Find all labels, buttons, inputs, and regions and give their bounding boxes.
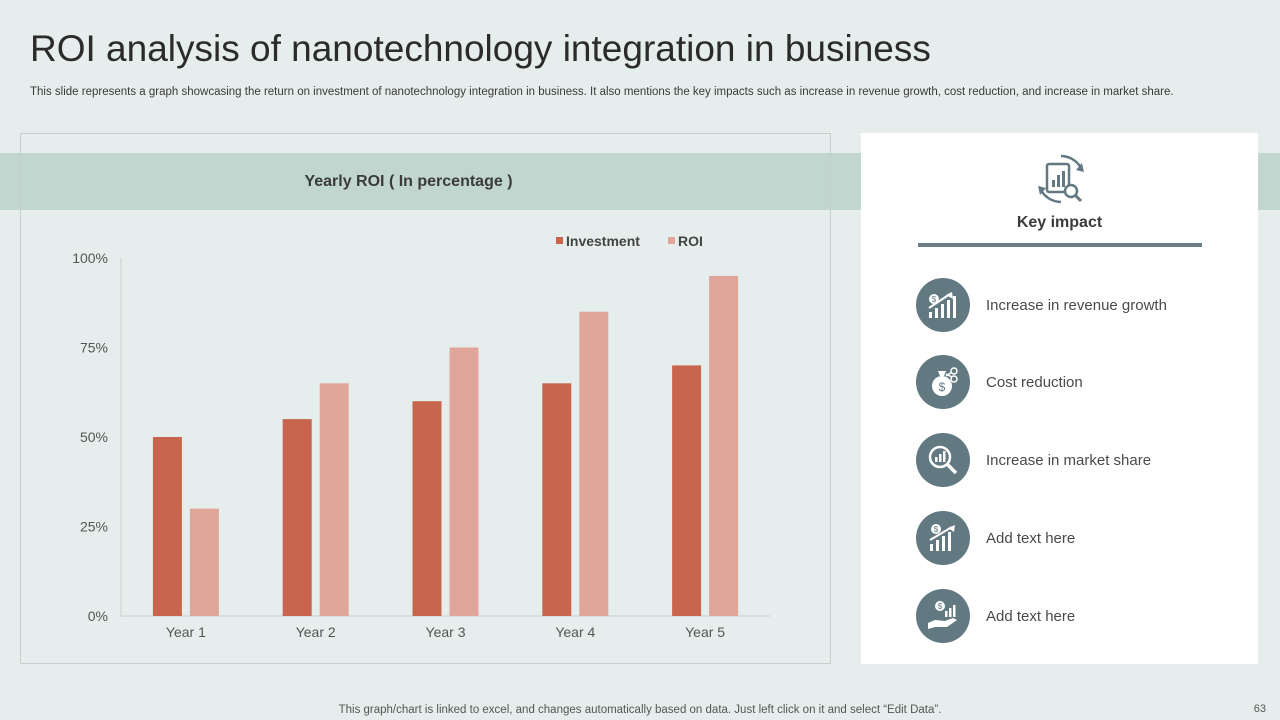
impact-item-market-share: Increase in market share [916,433,1246,487]
page-number: 63 [1253,703,1266,715]
bar-roi-year-1 [189,508,219,616]
chart-panel[interactable] [20,133,831,664]
x-tick-label: Year 4 [555,624,595,640]
svg-text:$: $ [939,380,946,394]
impact-label: Increase in revenue growth [986,296,1167,314]
impact-label: Increase in market share [986,451,1152,469]
revenue-growth-icon: $ [916,278,970,332]
bar-roi-year-5 [709,275,739,616]
y-tick-label: 75% [80,340,108,356]
impact-label: Add text here [986,607,1076,625]
svg-text:$: $ [934,525,939,534]
legend-swatch-roi [668,237,675,244]
x-tick-label: Year 2 [296,624,336,640]
page-title: ROI analysis of nanotechnology integrati… [30,28,931,69]
chart-title: Yearly ROI ( In percentage ) [304,173,513,190]
report-analysis-icon [1035,153,1087,205]
svg-text:$: $ [938,602,943,611]
bar-investment-year-4 [542,383,572,616]
legend-label-roi: ROI [678,233,703,249]
bar-roi-year-3 [449,347,479,616]
legend-label-investment: Investment [566,233,640,249]
money-bag-icon: $ [916,355,970,409]
bar-chart[interactable]: 0% 25% 50% 75% 100% Year 1 Year 2 Year 3 Year 4 Y… [20,210,831,664]
bar-roi-year-4 [579,311,609,616]
bar-investment-year-1 [152,437,182,616]
impact-item-cost-reduction: $ Cost reduction [916,355,1246,409]
x-tick-label: Year 1 [166,624,206,640]
bar-investment-year-2 [282,419,312,616]
y-tick-label: 0% [88,608,108,624]
impact-item-revenue-growth: $ Increase in revenue growth [916,278,1246,332]
page-subtitle: This slide represents a graph showcasing… [30,86,1174,98]
bar-investment-year-5 [672,365,702,616]
y-tick-label: 50% [80,429,108,445]
legend-swatch-investment [556,237,563,244]
growth-chart-icon: $ [916,511,970,565]
y-tick-label: 100% [72,250,108,266]
impact-item-placeholder-2: $ Add text here [916,589,1246,643]
key-impact-panel: Key impact $ Increase in revenue growth [861,133,1258,664]
impact-item-placeholder-1: $ Add text here [916,511,1246,565]
x-tick-label: Year 5 [685,624,725,640]
investment-hand-icon: $ [916,589,970,643]
bar-investment-year-3 [412,401,442,616]
impact-label: Cost reduction [986,373,1083,391]
divider [918,243,1202,247]
svg-text:$: $ [932,295,937,304]
x-tick-label: Year 3 [426,624,466,640]
y-tick-label: 25% [80,519,108,535]
footnote: This graph/chart is linked to excel, and… [338,704,942,716]
key-impact-title: Key impact [1016,214,1103,231]
market-analysis-icon [916,433,970,487]
impact-label: Add text here [986,529,1076,547]
bar-roi-year-2 [319,383,349,616]
